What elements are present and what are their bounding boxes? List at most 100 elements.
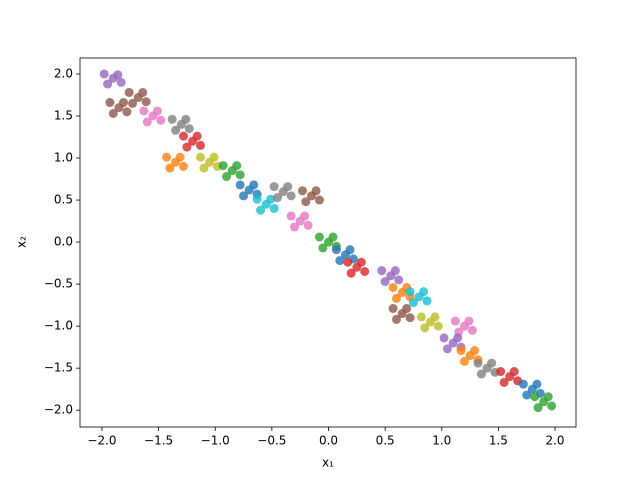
point	[179, 161, 189, 171]
point	[533, 403, 543, 413]
point	[388, 303, 398, 313]
point	[184, 124, 194, 134]
point	[283, 182, 293, 192]
point	[235, 170, 245, 180]
point	[113, 70, 123, 80]
point	[156, 115, 166, 125]
y-tick-label: −0.5	[44, 277, 73, 291]
point	[290, 222, 300, 232]
point	[530, 392, 540, 402]
point	[196, 152, 206, 162]
x-tick-label: 0.0	[319, 434, 338, 448]
x-tick-label: 1.5	[489, 434, 508, 448]
point	[380, 277, 390, 287]
plot-frame	[79, 57, 577, 428]
point	[301, 197, 311, 207]
point	[331, 245, 341, 255]
point	[269, 203, 279, 213]
point	[139, 106, 149, 116]
point	[433, 321, 443, 331]
point	[239, 191, 249, 201]
point	[518, 379, 528, 389]
point	[266, 194, 276, 204]
point	[128, 98, 138, 108]
point	[543, 392, 553, 402]
point	[269, 182, 279, 192]
point	[464, 316, 474, 326]
point	[318, 243, 328, 253]
point	[286, 211, 296, 221]
point	[297, 186, 307, 196]
point	[311, 186, 321, 196]
point	[122, 107, 132, 117]
point	[181, 114, 191, 124]
point	[388, 282, 398, 292]
point	[405, 313, 415, 323]
point	[391, 314, 401, 324]
point	[175, 152, 185, 162]
point	[141, 97, 151, 107]
x-tick-label: 1.0	[432, 434, 451, 448]
point	[252, 194, 262, 204]
point	[459, 356, 469, 366]
point	[346, 268, 356, 278]
point	[179, 131, 189, 141]
x-tick-label: −1.5	[144, 434, 173, 448]
point	[196, 140, 206, 150]
y-tick-label: 1.5	[54, 108, 73, 122]
point	[286, 191, 296, 201]
y-tick-label: −1.0	[44, 319, 73, 333]
point	[442, 344, 452, 354]
point	[222, 172, 232, 182]
x-tick-label: 2.0	[545, 434, 564, 448]
point	[453, 333, 463, 343]
point	[402, 303, 412, 313]
point	[167, 114, 177, 124]
point	[314, 232, 324, 242]
point	[439, 333, 449, 343]
point	[509, 367, 519, 377]
y-tick-label: 0.5	[54, 193, 73, 207]
point	[209, 152, 219, 162]
point	[335, 256, 345, 266]
point	[303, 220, 313, 230]
point	[314, 195, 324, 205]
point	[192, 131, 202, 141]
point	[450, 316, 460, 326]
point	[124, 87, 134, 97]
x-tick-label: −2.0	[87, 434, 116, 448]
y-tick-label: −1.5	[44, 361, 73, 375]
point	[108, 108, 118, 118]
point	[118, 98, 128, 108]
y-tick-label: 1.0	[54, 151, 73, 165]
point	[171, 125, 181, 135]
point	[470, 346, 480, 356]
point	[547, 401, 557, 411]
point	[105, 98, 115, 108]
point	[473, 358, 483, 368]
point	[165, 163, 175, 173]
point	[256, 205, 266, 215]
y-tick-label: 0.0	[54, 235, 73, 249]
point	[232, 161, 242, 171]
point	[162, 152, 172, 162]
point	[532, 379, 542, 389]
point	[391, 293, 401, 303]
point	[522, 390, 532, 400]
point	[487, 358, 497, 368]
point	[419, 287, 429, 297]
point	[356, 257, 366, 267]
point	[138, 87, 148, 97]
point	[249, 180, 259, 190]
point	[420, 323, 430, 333]
y-axis-label: x₂	[15, 236, 29, 248]
point	[430, 312, 440, 322]
point	[182, 142, 192, 152]
point	[377, 266, 387, 276]
point	[408, 298, 418, 308]
point	[99, 69, 109, 79]
point	[235, 180, 245, 190]
point	[496, 367, 506, 377]
point	[199, 163, 209, 173]
